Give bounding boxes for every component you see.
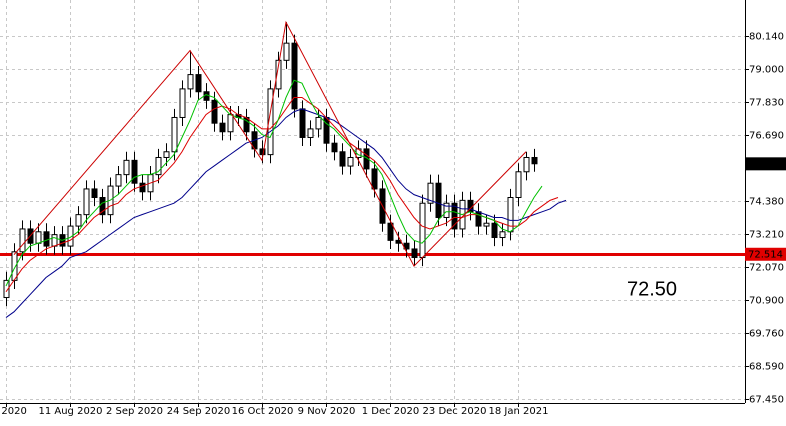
candle-body [179,88,186,118]
candle-body [347,156,354,167]
candle-body [19,228,26,253]
x-tick-label: 24 Sep 2020 [167,406,230,417]
x-tick-label: 1 Dec 2020 [362,406,420,417]
candle-body [155,156,162,176]
level-price-label: 72.514 [748,249,783,260]
y-tick-label: 69.760 [749,329,784,340]
candle-body [171,116,178,153]
candle-body [163,151,170,158]
candle-body [307,128,314,138]
candle-body [139,182,146,193]
candle-body [219,122,226,133]
candle-body [67,225,74,247]
candle-body [315,116,322,130]
candle-body [523,156,530,173]
y-tick-label: 77.830 [749,98,784,109]
y-tick-label: 68.590 [749,362,784,373]
x-tick-label: 11 Aug 2020 [38,406,102,417]
candle-body [227,114,234,133]
candle-body [411,248,418,259]
candle-body [299,108,306,138]
candle-body [491,222,498,239]
zigzag-line [13,20,527,267]
candle-body [507,196,514,233]
ma-line [5,108,567,318]
y-tick-label: 73.210 [749,230,784,241]
x-tick-label: 23 Dec 2020 [423,406,487,417]
candle-body [427,182,434,204]
candle-body [195,74,202,93]
candle-body [91,188,98,198]
candle-body [331,142,338,153]
candle-body [75,214,82,227]
y-tick-label: 79.000 [749,65,784,76]
x-tick-label: 16 Oct 2020 [232,406,294,417]
plot-area [0,20,745,318]
candle-body [35,231,42,244]
candle-body [483,222,490,227]
candle-body [451,202,458,230]
candle-body [291,42,298,110]
candle-body [211,99,218,124]
ma-line [5,96,559,293]
last-price-box [745,157,786,171]
candle-body [387,222,394,241]
candle-body [267,88,274,156]
candle-body [443,202,450,219]
x-tick-label: Jul 2020 [0,406,27,417]
y-tick-label: 80.140 [749,32,784,43]
y-tick-label: 76.690 [749,131,784,142]
x-tick-label: 2 Sep 2020 [106,406,163,417]
candle-body [275,59,282,90]
candle-body [123,159,130,176]
ma-line [5,79,543,287]
annotation: 72.50 [627,278,677,300]
last-price-label: 75.678 [748,159,783,170]
axis-labels: 80.140 79.000 77.830 76.690 74.380 73.210 72.0… [0,32,786,417]
candle-body [371,168,378,190]
level-price-box [745,247,786,261]
x-tick-label: 9 Nov 2020 [298,406,356,417]
candle-body [419,202,426,259]
candle-body [515,171,522,198]
candle-body [3,279,10,299]
candle-body [283,42,290,61]
y-tick-label: 72.070 [749,263,784,274]
y-tick-label: 70.900 [749,296,784,307]
candle-body [339,151,346,167]
candle-body [499,231,506,239]
y-tick-label: 67.450 [749,395,784,406]
x-tick-label: 18 Jan 2021 [489,406,549,417]
candle-body [11,251,18,281]
candle-body [531,156,538,165]
candle-body [51,234,58,247]
candle-body [115,174,122,187]
y-tick-label: 74.380 [749,197,784,208]
candle-body [363,148,370,170]
candle-body [131,159,138,184]
candle-body [435,182,442,219]
candle-body [43,231,50,247]
candle-body [187,74,194,90]
candle-body [83,188,90,216]
